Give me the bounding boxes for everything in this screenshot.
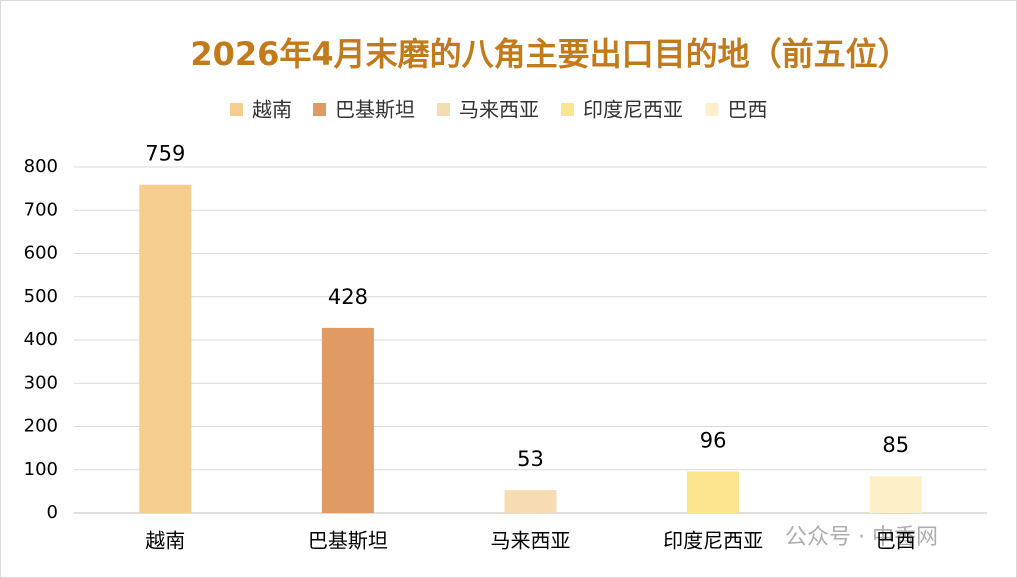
bar bbox=[139, 184, 192, 514]
x-tick-label: 越南 bbox=[145, 529, 185, 553]
bar bbox=[869, 476, 922, 513]
x-tick-label: 马来西亚 bbox=[491, 529, 571, 553]
watermark: 公众号 · 中香网 bbox=[785, 525, 938, 550]
legend-swatch bbox=[230, 103, 243, 116]
x-tick-label: 巴基斯坦 bbox=[308, 529, 388, 553]
chart-title: 2026年4月末磨的八角主要出口目的地（前五位） bbox=[190, 35, 909, 73]
legend-label: 巴西 bbox=[728, 98, 768, 122]
legend-swatch bbox=[313, 103, 326, 116]
legend-label: 巴基斯坦 bbox=[335, 98, 415, 122]
y-tick-label: 400 bbox=[24, 329, 58, 350]
y-tick-label: 300 bbox=[24, 372, 58, 393]
legend-swatch bbox=[561, 103, 574, 116]
x-tick-label: 巴西 bbox=[876, 529, 916, 553]
bar bbox=[504, 490, 557, 513]
bar bbox=[321, 327, 374, 513]
y-tick-label: 600 bbox=[24, 243, 58, 264]
value-label: 96 bbox=[700, 428, 727, 452]
bar bbox=[687, 471, 740, 513]
value-label: 85 bbox=[882, 433, 909, 457]
y-tick-label: 700 bbox=[24, 199, 58, 220]
legend-label: 越南 bbox=[252, 98, 292, 122]
y-tick-label: 800 bbox=[24, 156, 58, 177]
y-tick-label: 500 bbox=[24, 286, 58, 307]
x-tick-label: 印度尼西亚 bbox=[663, 529, 763, 553]
value-label: 759 bbox=[145, 142, 185, 166]
y-tick-label: 200 bbox=[24, 416, 58, 437]
y-tick-label: 100 bbox=[24, 459, 58, 480]
value-label: 428 bbox=[328, 285, 368, 309]
legend-label: 马来西亚 bbox=[459, 98, 539, 122]
legend-label: 印度尼西亚 bbox=[583, 98, 683, 122]
value-label: 53 bbox=[517, 447, 544, 471]
legend-swatch bbox=[437, 103, 450, 116]
y-tick-label: 0 bbox=[47, 502, 58, 523]
legend-swatch bbox=[705, 103, 719, 116]
